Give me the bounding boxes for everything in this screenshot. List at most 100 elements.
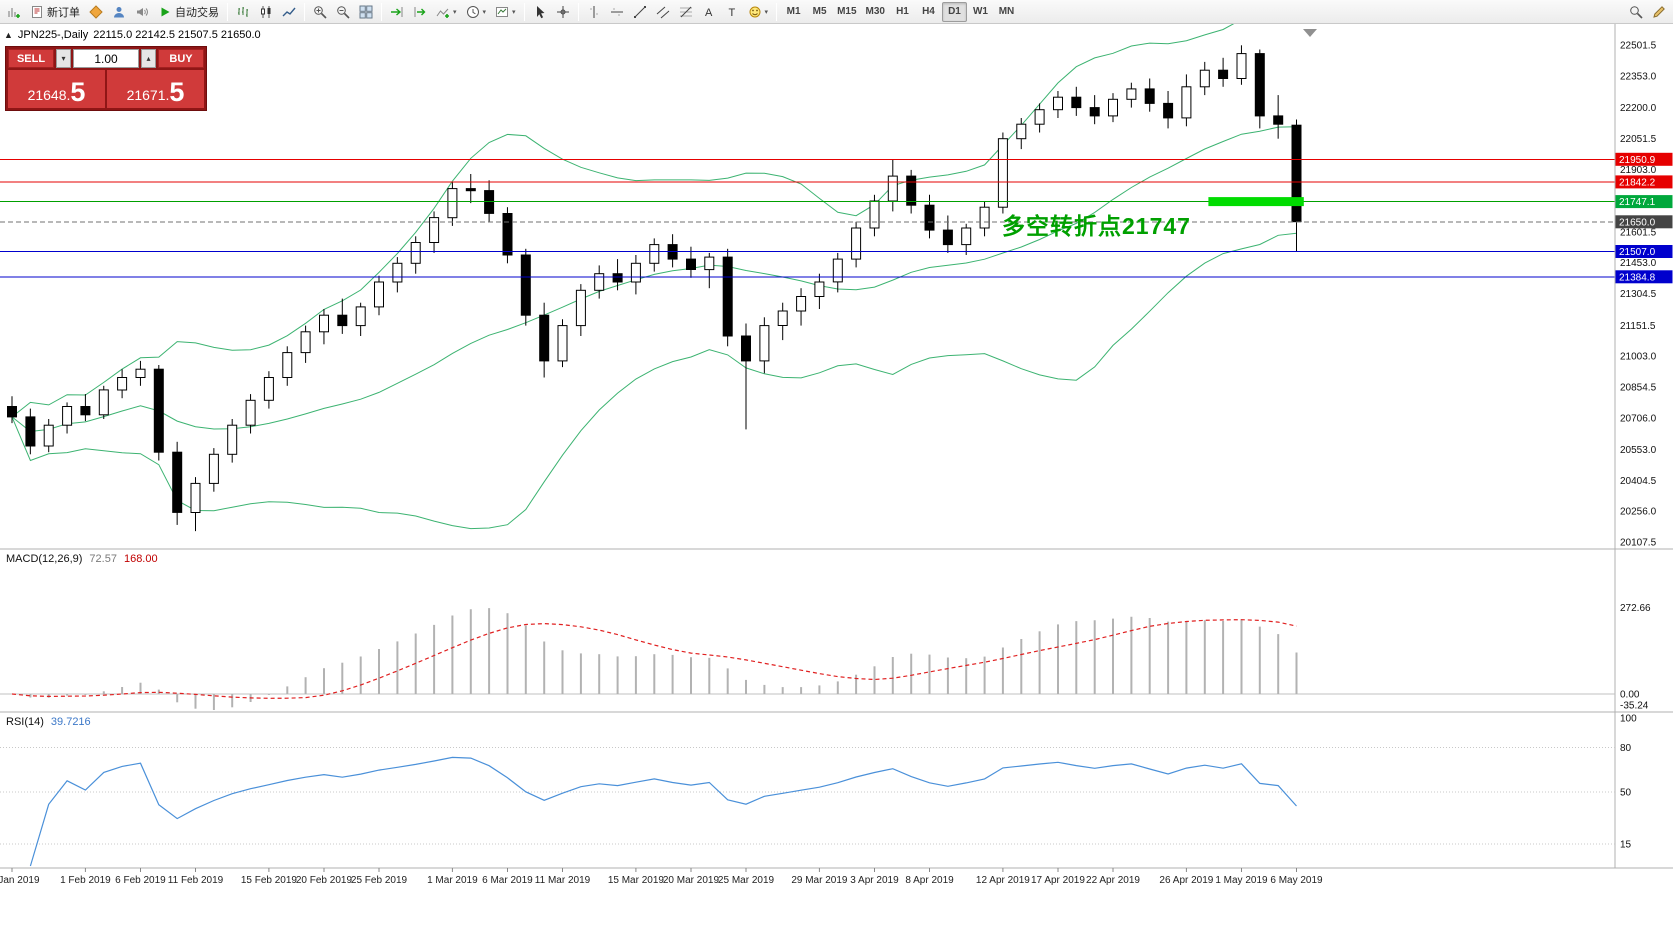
- toolbar-zoom-out-button[interactable]: [332, 2, 354, 22]
- svg-text:21650.0: 21650.0: [1619, 217, 1656, 228]
- toolbar-text-button[interactable]: A: [698, 2, 720, 22]
- toolbar-separator: [304, 2, 305, 21]
- svg-text:21304.5: 21304.5: [1620, 289, 1657, 300]
- toolbar-periods-button[interactable]: ▾: [462, 2, 491, 22]
- toolbar-bar-chart-mode-button[interactable]: [232, 2, 254, 22]
- toolbar-new-chart-button[interactable]: [3, 2, 25, 22]
- volume-input[interactable]: [73, 49, 139, 68]
- svg-text:29 Mar 2019: 29 Mar 2019: [791, 875, 848, 886]
- timeframe-d1-button[interactable]: D1: [941, 1, 967, 22]
- macd-signal-value: 168.00: [123, 553, 158, 565]
- toolbar-news-sound-button[interactable]: [131, 2, 153, 22]
- svg-text:1 Feb 2019: 1 Feb 2019: [60, 875, 111, 886]
- rsi-value: 39.7216: [50, 716, 91, 728]
- one-click-trading-panel: SELL ▾ ▴ BUY 21648.5 21671.5: [5, 46, 207, 111]
- timeframe-h1-button[interactable]: H1: [896, 6, 909, 17]
- svg-text:20107.5: 20107.5: [1620, 538, 1657, 549]
- toolbar-separator: [776, 2, 778, 21]
- timeframe-mn-button[interactable]: MN: [998, 6, 1015, 17]
- macd-panel: 272.66 0.00-35.24: [0, 603, 1651, 712]
- toolbar-horizontal-line-button[interactable]: [606, 2, 628, 22]
- toolbar-new-order-label: 新订单: [47, 6, 80, 19]
- svg-text:21507.0: 21507.0: [1619, 247, 1656, 258]
- vline-icon: [587, 5, 601, 19]
- toolbar-cursor-button[interactable]: [529, 2, 551, 22]
- svg-text:8 Apr 2019: 8 Apr 2019: [905, 875, 954, 886]
- fibo-icon: [679, 5, 693, 19]
- toolbar-market-button[interactable]: [85, 2, 107, 22]
- volume-down-button[interactable]: ▾: [56, 49, 71, 68]
- toolbar-indicators-list-button[interactable]: ▾: [432, 2, 461, 22]
- sell-button[interactable]: SELL: [8, 49, 54, 68]
- svg-text:25 Feb 2019: 25 Feb 2019: [351, 875, 408, 886]
- svg-text:21003.0: 21003.0: [1620, 352, 1657, 363]
- indicators-icon: [436, 5, 450, 19]
- order-icon: [30, 5, 44, 19]
- market-icon: [89, 4, 103, 19]
- timeframe-m30-button[interactable]: M30: [865, 6, 885, 17]
- toolbar-trendline-button[interactable]: [629, 2, 651, 22]
- collapse-panel-icon[interactable]: ▲: [4, 30, 13, 40]
- toolbar-quick-edit-button[interactable]: [1648, 2, 1670, 22]
- toolbar-text-label-button[interactable]: T: [721, 2, 743, 22]
- toolbar-new-order-button[interactable]: 新订单: [26, 2, 84, 22]
- timeframe-m15-button[interactable]: M15: [837, 6, 857, 17]
- toolbar-line-chart-mode-button[interactable]: [278, 2, 300, 22]
- chart-canvas[interactable]: 22501.5 22353.0 22200.0 22051.5 21903.0 21601…: [0, 24, 1673, 951]
- chevron-down-icon: ▾: [482, 8, 487, 16]
- timeframe-h4-button[interactable]: H4: [922, 6, 935, 17]
- svg-text:T: T: [728, 7, 735, 19]
- timeframe-w1-button[interactable]: W1: [972, 6, 988, 17]
- svg-text:12 Apr 2019: 12 Apr 2019: [976, 875, 1030, 886]
- toolbar-fibonacci-retracement-button[interactable]: [675, 2, 697, 22]
- toolbar-equidistant-channel-button[interactable]: [652, 2, 674, 22]
- chart-window[interactable]: 22501.5 22353.0 22200.0 22051.5 21903.0 21601…: [0, 24, 1673, 951]
- toolbar-search-button[interactable]: [1625, 2, 1647, 22]
- toolbar-arrows-shapes-button[interactable]: ▾: [744, 2, 773, 22]
- buy-price-display[interactable]: 21671. 5: [107, 70, 204, 108]
- panel-borders[interactable]: [0, 24, 1673, 869]
- toolbar-candlestick-mode-button[interactable]: [255, 2, 277, 22]
- horizontal-level-lines[interactable]: [0, 158, 1615, 278]
- price-axis: 22501.5 22353.0 22200.0 22051.5 21903.0 21601…: [1620, 41, 1657, 549]
- svg-text:20 Feb 2019: 20 Feb 2019: [296, 875, 353, 886]
- toolbar-autotrading-button[interactable]: 自动交易: [154, 2, 223, 22]
- autoscroll-icon: [390, 5, 404, 19]
- toolbar-separator: [227, 2, 228, 21]
- chart-ohlc-values: 22115.0 22142.5 21507.5 21650.0: [93, 29, 261, 41]
- volume-up-button[interactable]: ▴: [141, 49, 156, 68]
- svg-text:11 Feb 2019: 11 Feb 2019: [168, 875, 224, 886]
- svg-text:28 Jan 2019: 28 Jan 2019: [0, 875, 40, 886]
- toolbar-crosshair-button[interactable]: [552, 2, 574, 22]
- svg-text:21384.8: 21384.8: [1619, 272, 1656, 283]
- chart-annotation-text[interactable]: 多空转折点21747: [1002, 213, 1191, 239]
- svg-text:21601.5: 21601.5: [1620, 227, 1657, 238]
- toolbar-tile-windows-button[interactable]: [355, 2, 377, 22]
- toolbar-chart-shift-button[interactable]: [409, 2, 431, 22]
- template-icon: [495, 5, 509, 19]
- sell-price-display[interactable]: 21648. 5: [8, 70, 105, 108]
- svg-text:22200.0: 22200.0: [1620, 103, 1657, 114]
- svg-text:50: 50: [1620, 788, 1632, 799]
- timeframe-m1-button[interactable]: M1: [786, 6, 801, 17]
- toolbar-autotrading-label: 自动交易: [175, 6, 219, 19]
- toolbar-signals-button[interactable]: [108, 2, 130, 22]
- svg-text:6 Mar 2019: 6 Mar 2019: [482, 875, 533, 886]
- trend-icon: [633, 5, 647, 19]
- toolbar-separator: [523, 2, 525, 21]
- chart-shift-marker[interactable]: [1303, 29, 1317, 37]
- shift-icon: [413, 5, 427, 19]
- svg-text:21747.1: 21747.1: [1619, 197, 1656, 208]
- toolbar-auto-scroll-button[interactable]: [386, 2, 408, 22]
- tile-icon: [359, 5, 373, 19]
- highlight-zone[interactable]: [1208, 197, 1304, 207]
- timeframe-m5-button[interactable]: M5: [812, 6, 827, 17]
- toolbar-templates-button[interactable]: ▾: [491, 2, 520, 22]
- candles-layer: [7, 45, 1302, 532]
- buy-button[interactable]: BUY: [158, 49, 204, 68]
- polyline-icon: [282, 5, 296, 19]
- sound-icon: [135, 5, 149, 19]
- chevron-down-icon: ▾: [512, 8, 516, 16]
- toolbar-zoom-in-button[interactable]: [309, 2, 331, 22]
- toolbar-vertical-line-button[interactable]: [583, 2, 605, 22]
